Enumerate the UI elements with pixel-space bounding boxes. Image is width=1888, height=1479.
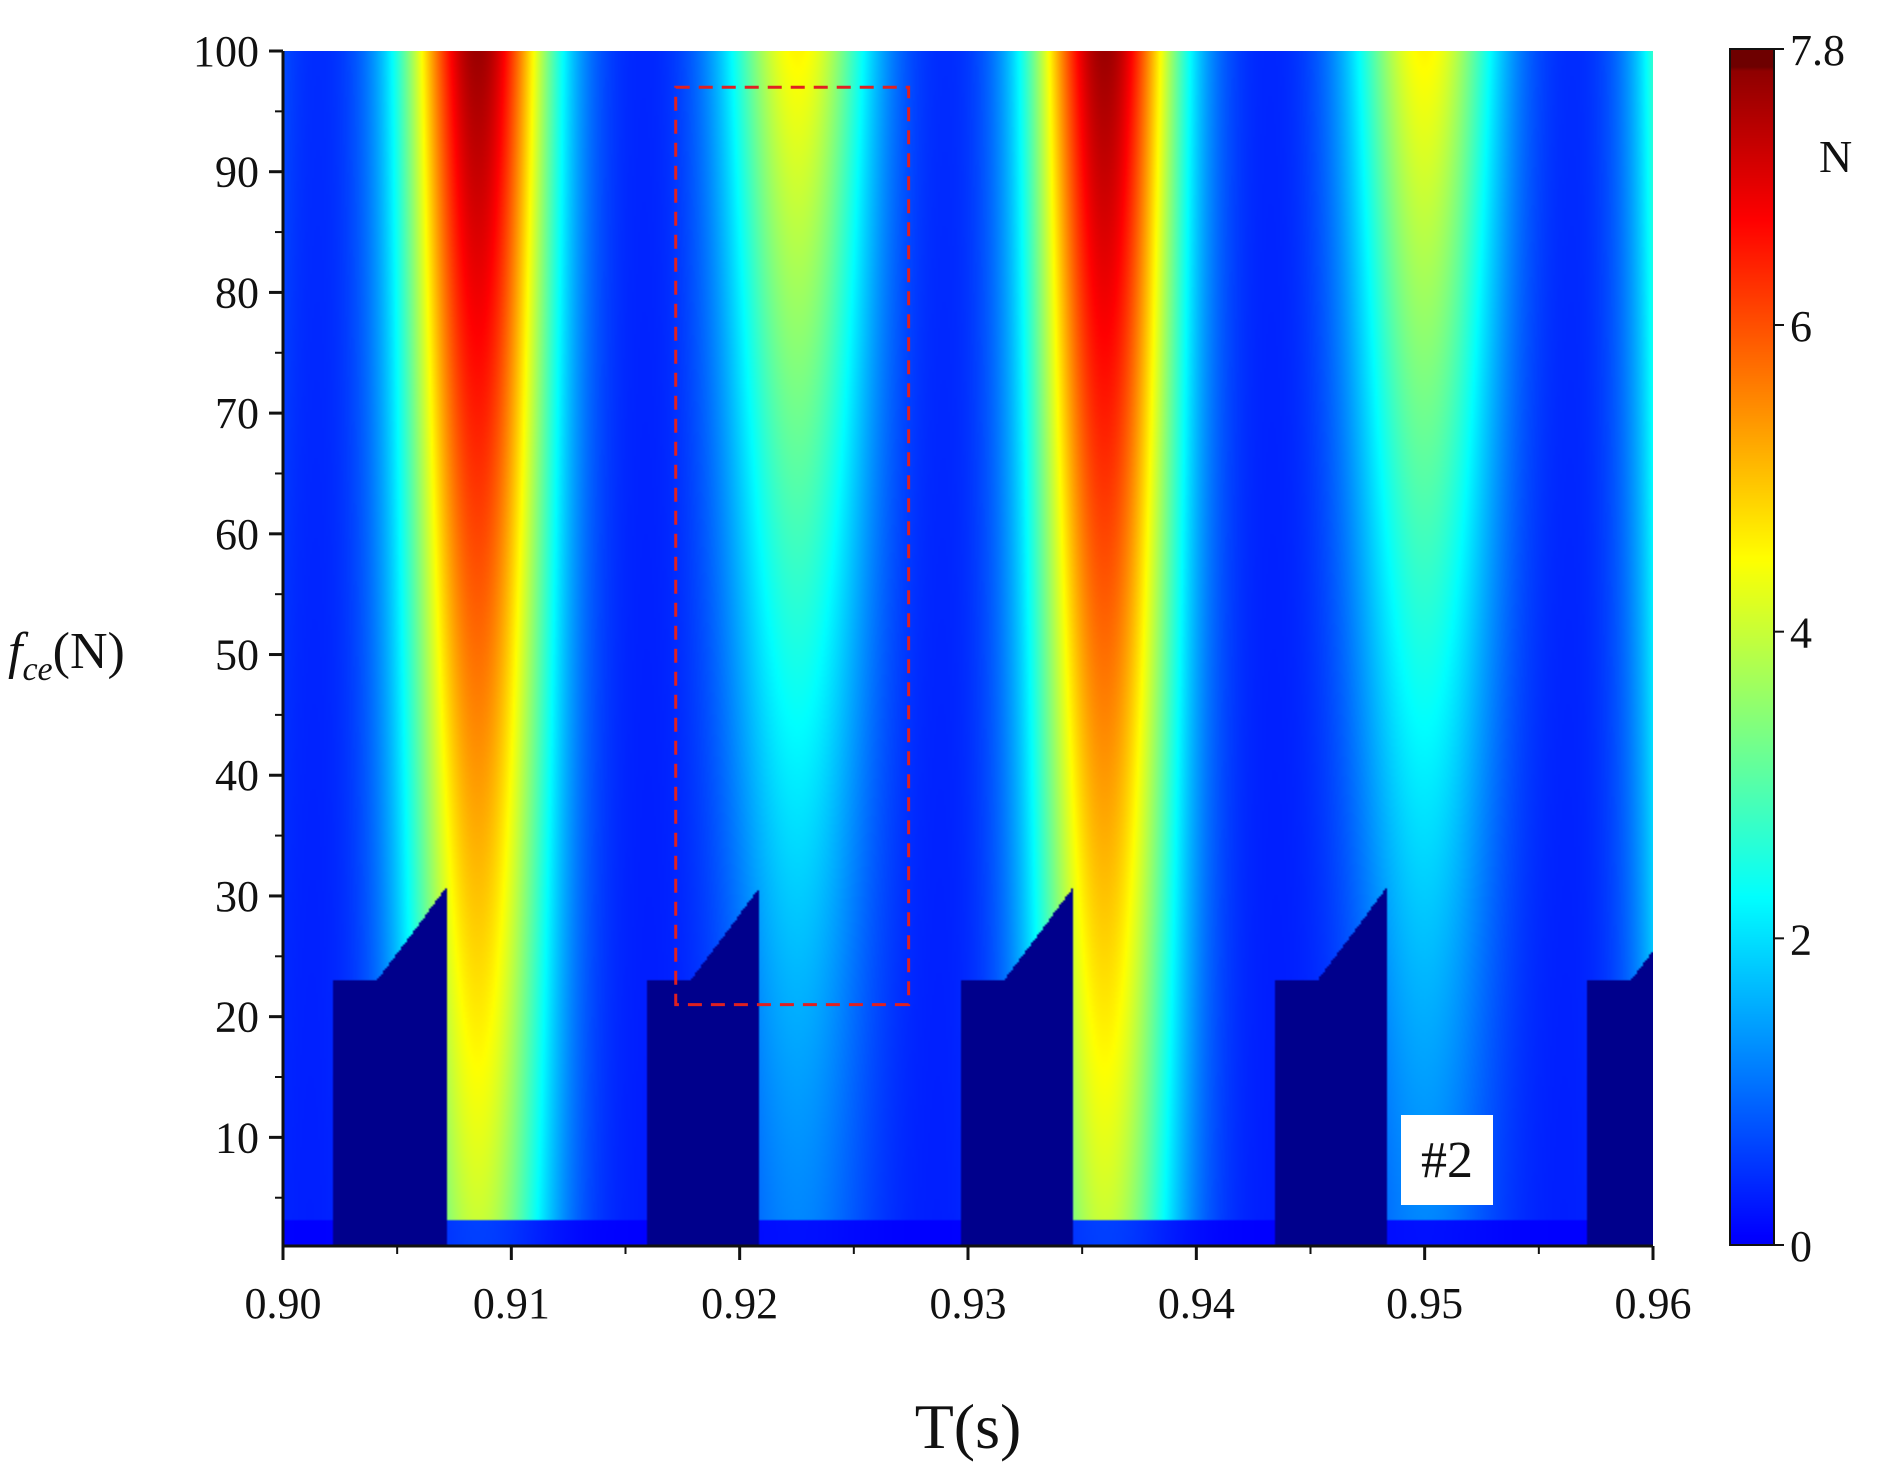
y-tick-label: 60 (215, 510, 259, 559)
y-tick-label: 50 (215, 631, 259, 680)
panel-annotation: #2 (1401, 1115, 1493, 1205)
y-tick-label: 90 (215, 148, 259, 197)
colorbar-tick-label: 2 (1790, 915, 1812, 964)
axes-layer (281, 51, 1653, 1248)
highlight-layer (674, 85, 911, 1007)
colorbar-frame (1729, 48, 1775, 1246)
y-axis-ticks: 10 20 30 40 50 60 70 80 90 100 (193, 27, 283, 1199)
colorbar-tick-label: 6 (1790, 302, 1812, 351)
y-tick-label: 20 (215, 993, 259, 1042)
x-tick-label: 0.90 (245, 1279, 322, 1328)
x-tick-label: 0.94 (1158, 1279, 1235, 1328)
y-axis-title-unit: (N) (53, 623, 125, 680)
colorbar-tick-label: 0 (1790, 1222, 1812, 1271)
x-tick-label: 0.91 (473, 1279, 550, 1328)
x-tick-label: 0.92 (701, 1279, 778, 1328)
y-tick-label: 40 (215, 751, 259, 800)
x-tick-label: 0.93 (930, 1279, 1007, 1328)
colorbar-gradient (1730, 49, 1774, 1245)
highlight-box (674, 85, 911, 1007)
y-tick-label: 80 (215, 268, 259, 317)
x-axis-ticks: 0.90 0.91 0.92 0.93 0.94 0.95 0.96 (245, 1246, 1692, 1328)
heatmap-field (283, 51, 1653, 1246)
y-axis-title: fce(N) (8, 623, 125, 688)
y-tick-label: 30 (215, 872, 259, 921)
colorbar-ticks: 0 2 4 6 7.8 (1729, 26, 1845, 1271)
x-tick-label: 0.95 (1386, 1279, 1463, 1328)
x-axis-title: T(s) (915, 1391, 1022, 1462)
y-tick-label: 10 (215, 1113, 259, 1162)
x-tick-label: 0.96 (1615, 1279, 1692, 1328)
colorbar-tick-label: 4 (1790, 609, 1812, 658)
y-axis-title-subscript: ce (22, 651, 52, 688)
y-tick-label: 100 (193, 27, 259, 76)
colorbar-unit-label: N (1819, 131, 1852, 182)
colorbar-tick-label: 7.8 (1790, 26, 1845, 75)
y-tick-label: 70 (215, 389, 259, 438)
